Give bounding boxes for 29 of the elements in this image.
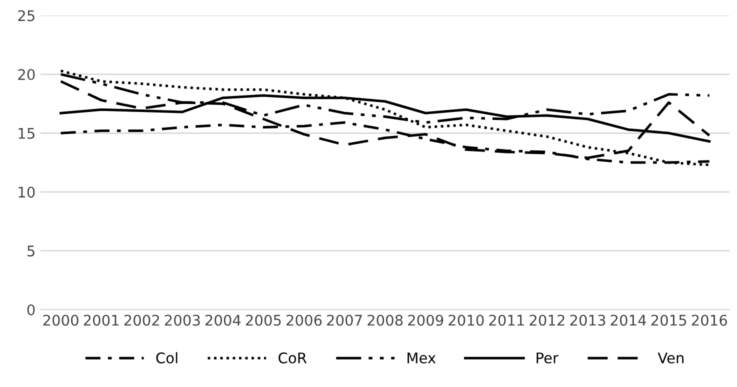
x-tick-label: 2014 (610, 314, 646, 326)
line-series (60, 70, 711, 166)
legend-label: Col (156, 352, 178, 364)
x-tick-label: 2013 (570, 314, 606, 326)
x-tick-label: 2011 (489, 314, 524, 326)
x-tick-label: 2009 (408, 314, 444, 326)
x-tick-label: 2012 (530, 314, 564, 326)
y-tick-label: 20 (18, 69, 35, 80)
x-tick-label: 2004 (205, 314, 241, 326)
x-tick-label: 2000 (43, 314, 78, 326)
y-tick-label: 10 (18, 186, 35, 198)
x-tick-label: 2005 (246, 314, 281, 326)
x-tick-label: 2008 (368, 314, 403, 326)
x-tick-label: 2003 (164, 314, 200, 326)
x-tick-label: 2007 (327, 314, 362, 326)
legend-label: Per (536, 352, 558, 364)
y-tick-label: 0 (27, 304, 35, 316)
legend-label: Mex (408, 352, 436, 364)
x-tick-label: 2015 (651, 314, 686, 326)
x-tick-label: 2001 (84, 314, 119, 326)
x-tick-label: 2010 (448, 314, 484, 326)
y-tick-label: 5 (28, 246, 34, 257)
y-tick-label: 25 (18, 10, 34, 22)
x-tick-label: 2002 (124, 314, 159, 326)
y-tick-label: 15 (18, 128, 34, 139)
x-tick-label: 2016 (692, 314, 727, 326)
x-tick-label: 2006 (286, 314, 322, 326)
legend-label: Ven (658, 352, 684, 364)
legend-label: CoR (278, 352, 307, 364)
